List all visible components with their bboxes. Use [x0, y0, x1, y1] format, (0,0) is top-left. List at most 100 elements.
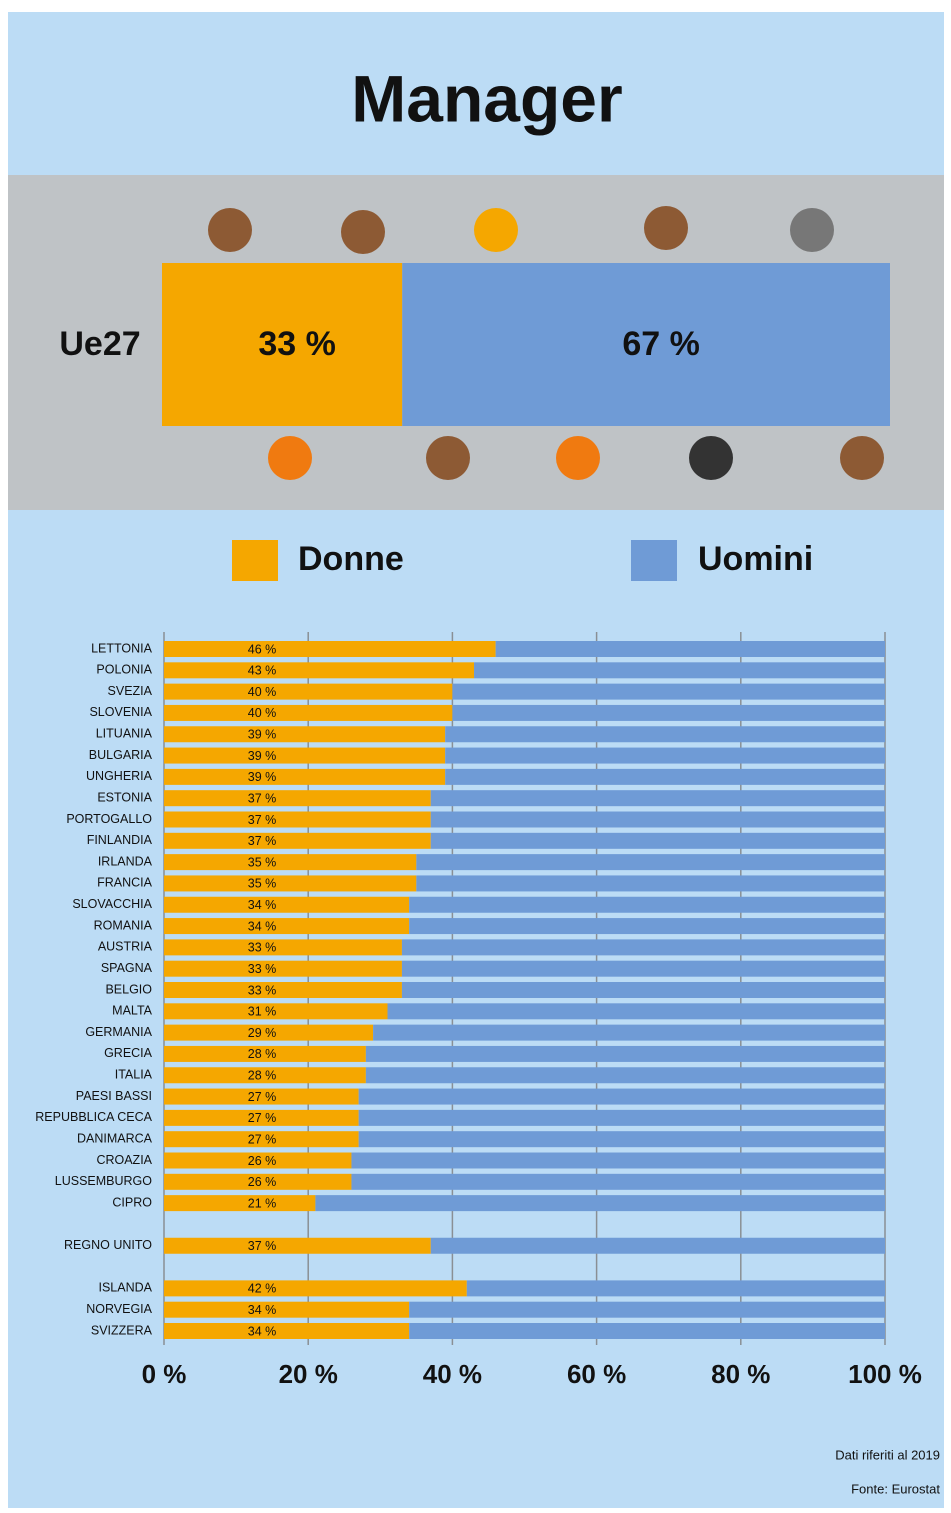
y-tick-label: IRLANDA — [98, 854, 153, 868]
bar — [164, 684, 452, 700]
bar — [164, 897, 409, 913]
value-label: 21 % — [248, 1196, 277, 1210]
bar — [164, 790, 431, 806]
bar — [496, 641, 885, 657]
bar — [409, 1323, 885, 1339]
value-label: 28 % — [248, 1047, 277, 1061]
x-tick-label: 40 % — [423, 1359, 482, 1389]
value-label: 43 % — [248, 664, 277, 678]
bar — [164, 961, 402, 977]
bar — [315, 1195, 885, 1211]
bar — [431, 1238, 885, 1254]
y-tick-label: ISLANDA — [99, 1281, 153, 1295]
y-tick-label: CROAZIA — [96, 1153, 152, 1167]
y-tick-label: REGNO UNITO — [64, 1238, 152, 1252]
value-label: 39 % — [248, 749, 277, 763]
summary-label: Ue27 — [59, 325, 140, 363]
legend-label: Uomini — [698, 540, 813, 578]
x-tick-label: 60 % — [567, 1359, 626, 1389]
y-tick-label: SVEZIA — [108, 684, 153, 698]
value-label: 39 % — [248, 770, 277, 784]
value-label: 26 % — [248, 1154, 277, 1168]
y-tick-label: LETTONIA — [91, 641, 153, 655]
value-label: 34 % — [248, 1324, 277, 1338]
value-label: 26 % — [248, 1175, 277, 1189]
bar — [409, 897, 885, 913]
value-label: 34 % — [248, 898, 277, 912]
bar — [366, 1046, 885, 1062]
y-tick-label: SLOVENIA — [89, 705, 152, 719]
bar — [164, 641, 496, 657]
value-label: 35 % — [248, 855, 277, 869]
x-tick-label: 0 % — [142, 1359, 187, 1389]
bar — [164, 705, 452, 721]
bar — [445, 726, 885, 742]
y-tick-label: NORVEGIA — [86, 1302, 152, 1316]
bar — [164, 918, 409, 934]
legend-swatch — [232, 540, 278, 581]
bar — [164, 875, 416, 891]
person-head — [556, 436, 600, 480]
y-tick-label: AUSTRIA — [98, 940, 153, 954]
y-tick-label: POLONIA — [96, 663, 152, 677]
y-tick-label: BULGARIA — [89, 748, 153, 762]
value-label: 37 % — [248, 834, 277, 848]
value-label: 42 % — [248, 1282, 277, 1296]
bar — [388, 1003, 885, 1019]
bar — [359, 1110, 885, 1126]
bar — [164, 939, 402, 955]
legend-label: Donne — [298, 540, 404, 578]
person-head — [208, 208, 252, 252]
person-head — [341, 210, 385, 254]
bar — [452, 705, 885, 721]
value-label: 33 % — [248, 962, 277, 976]
value-label: 34 % — [248, 919, 277, 933]
y-tick-label: GERMANIA — [85, 1025, 152, 1039]
y-tick-label: ITALIA — [115, 1068, 153, 1082]
bar — [164, 1238, 431, 1254]
x-tick-label: 20 % — [279, 1359, 338, 1389]
bar — [164, 982, 402, 998]
bar — [164, 662, 474, 678]
bar — [164, 1280, 467, 1296]
x-tick-label: 100 % — [848, 1359, 922, 1389]
bar — [164, 1195, 315, 1211]
title: Manager — [351, 61, 622, 135]
bar — [431, 812, 885, 828]
y-tick-label: UNGHERIA — [86, 769, 153, 783]
y-tick-label: FRANCIA — [97, 876, 153, 890]
y-tick-label: SVIZZERA — [91, 1323, 153, 1337]
y-tick-label: SLOVACCHIA — [72, 897, 152, 911]
value-label: 37 % — [248, 813, 277, 827]
value-label: 27 % — [248, 1132, 277, 1146]
x-tick-label: 80 % — [711, 1359, 770, 1389]
value-label: 37 % — [248, 1239, 277, 1253]
bar — [402, 939, 885, 955]
y-tick-label: DANIMARCA — [77, 1131, 153, 1145]
person-head — [474, 208, 518, 252]
bar — [416, 854, 885, 870]
person-head — [689, 436, 733, 480]
bar — [164, 1323, 409, 1339]
bar — [373, 1025, 885, 1041]
value-label: 40 % — [248, 685, 277, 699]
y-tick-label: MALTA — [112, 1004, 152, 1018]
value-label: 27 % — [248, 1111, 277, 1125]
person-head — [790, 208, 834, 252]
bar — [445, 769, 885, 785]
person-head — [644, 206, 688, 250]
legend-swatch — [631, 540, 677, 581]
bar — [359, 1089, 885, 1105]
person-head — [426, 436, 470, 480]
value-label: 31 % — [248, 1005, 277, 1019]
y-tick-label: PORTOGALLO — [66, 812, 152, 826]
value-label: 46 % — [248, 642, 277, 656]
value-label: 34 % — [248, 1303, 277, 1317]
value-label: 27 % — [248, 1090, 277, 1104]
bar — [164, 833, 431, 849]
bar — [351, 1153, 885, 1169]
value-label: 29 % — [248, 1026, 277, 1040]
person-head — [268, 436, 312, 480]
bar — [431, 790, 885, 806]
y-tick-label: REPUBBLICA CECA — [35, 1110, 152, 1124]
